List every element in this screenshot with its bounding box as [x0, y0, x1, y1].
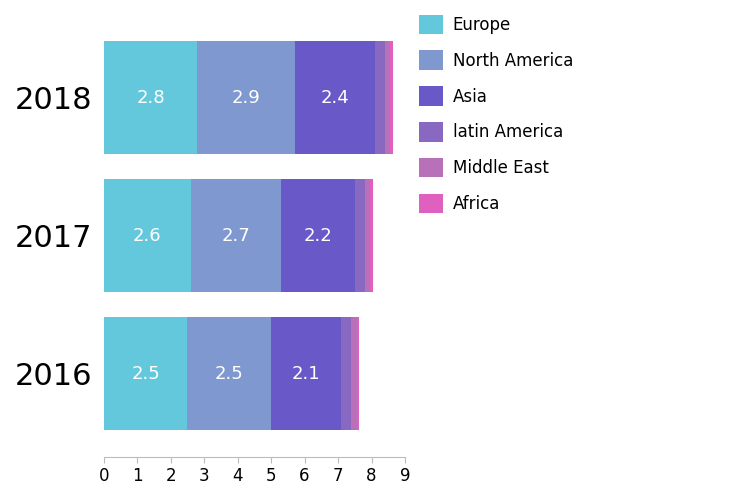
Bar [295, 41, 375, 154]
Bar [271, 317, 341, 430]
Bar [365, 179, 370, 292]
Text: 2.9: 2.9 [232, 89, 260, 107]
Text: 2.4: 2.4 [321, 89, 349, 107]
Text: 2.2: 2.2 [303, 227, 332, 245]
Bar [385, 41, 390, 154]
Text: 2.6: 2.6 [133, 227, 162, 245]
Bar [188, 317, 271, 430]
Bar [104, 179, 191, 292]
Legend: Europe, North America, Asia, latin America, Middle East, Africa: Europe, North America, Asia, latin Ameri… [419, 14, 573, 213]
Text: 2.1: 2.1 [292, 365, 321, 383]
Text: 2.5: 2.5 [131, 365, 160, 383]
Bar [370, 179, 372, 292]
Bar [341, 317, 352, 430]
Bar [191, 179, 281, 292]
Bar [352, 317, 356, 430]
Bar [355, 179, 365, 292]
Bar [390, 41, 393, 154]
Bar [281, 179, 355, 292]
Bar [104, 317, 188, 430]
Text: 2.7: 2.7 [222, 227, 250, 245]
Bar [356, 317, 359, 430]
Bar [104, 41, 197, 154]
Bar [375, 41, 385, 154]
Text: 2.8: 2.8 [137, 89, 165, 107]
Bar [197, 41, 295, 154]
Text: 2.5: 2.5 [215, 365, 243, 383]
